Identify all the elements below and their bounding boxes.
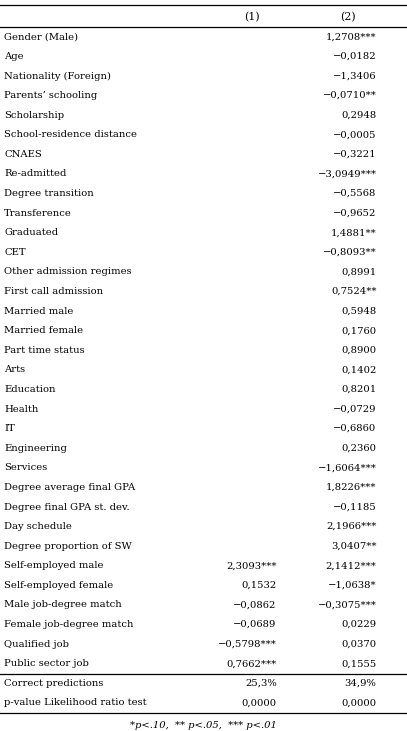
Text: Degree final GPA st. dev.: Degree final GPA st. dev. xyxy=(4,502,130,512)
Text: 0,0000: 0,0000 xyxy=(341,698,376,708)
Text: 0,2948: 0,2948 xyxy=(341,110,376,120)
Text: CNAES: CNAES xyxy=(4,150,42,159)
Text: Degree transition: Degree transition xyxy=(4,189,94,198)
Text: (2): (2) xyxy=(340,12,356,23)
Text: −0,3221: −0,3221 xyxy=(333,150,376,159)
Text: −1,3406: −1,3406 xyxy=(333,72,376,80)
Text: 0,2360: 0,2360 xyxy=(341,444,376,452)
Text: Nationality (Foreign): Nationality (Foreign) xyxy=(4,72,111,80)
Text: Male job-degree match: Male job-degree match xyxy=(4,600,122,610)
Text: 3,0407**: 3,0407** xyxy=(331,542,376,550)
Text: 0,7662***: 0,7662*** xyxy=(227,659,277,668)
Text: −0,0710**: −0,0710** xyxy=(323,91,376,100)
Text: −0,9652: −0,9652 xyxy=(333,208,376,218)
Text: 0,8201: 0,8201 xyxy=(341,385,376,394)
Text: 1,4881**: 1,4881** xyxy=(331,228,376,238)
Text: 0,8900: 0,8900 xyxy=(341,346,376,355)
Text: −1,0638*: −1,0638* xyxy=(328,581,376,590)
Text: 34,9%: 34,9% xyxy=(345,679,376,688)
Text: 25,3%: 25,3% xyxy=(245,679,277,688)
Text: CET: CET xyxy=(4,248,26,257)
Text: 0,1532: 0,1532 xyxy=(241,581,277,590)
Text: 0,0370: 0,0370 xyxy=(341,640,376,648)
Text: 0,0229: 0,0229 xyxy=(341,620,376,629)
Text: Services: Services xyxy=(4,463,47,472)
Text: −0,1185: −0,1185 xyxy=(333,502,376,512)
Text: Re-admitted: Re-admitted xyxy=(4,170,66,178)
Text: Correct predictions: Correct predictions xyxy=(4,679,103,688)
Text: Self-employed male: Self-employed male xyxy=(4,561,103,570)
Text: −0,0689: −0,0689 xyxy=(233,620,277,629)
Text: Married male: Married male xyxy=(4,306,73,316)
Text: 1,2708***: 1,2708*** xyxy=(326,32,376,42)
Text: Degree proportion of SW: Degree proportion of SW xyxy=(4,542,132,550)
Text: (1): (1) xyxy=(245,12,260,23)
Text: IT: IT xyxy=(4,424,15,433)
Text: −1,6064***: −1,6064*** xyxy=(317,463,376,472)
Text: −0,6860: −0,6860 xyxy=(333,424,376,433)
Text: p-value Likelihood ratio test: p-value Likelihood ratio test xyxy=(4,698,147,708)
Text: 2,3093***: 2,3093*** xyxy=(226,561,277,570)
Text: Transference: Transference xyxy=(4,208,72,218)
Text: 0,1402: 0,1402 xyxy=(341,366,376,374)
Text: −0,8093**: −0,8093** xyxy=(323,248,376,257)
Text: −3,0949***: −3,0949*** xyxy=(317,170,376,178)
Text: Parents’ schooling: Parents’ schooling xyxy=(4,91,97,100)
Text: −0,5568: −0,5568 xyxy=(333,189,376,198)
Text: 2,1966***: 2,1966*** xyxy=(326,522,376,531)
Text: Public sector job: Public sector job xyxy=(4,659,89,668)
Text: −0,5798***: −0,5798*** xyxy=(218,640,277,648)
Text: 0,5948: 0,5948 xyxy=(341,306,376,316)
Text: 0,1760: 0,1760 xyxy=(341,326,376,336)
Text: 2,1412***: 2,1412*** xyxy=(326,561,376,570)
Text: First call admission: First call admission xyxy=(4,287,103,296)
Text: 0,1555: 0,1555 xyxy=(341,659,376,668)
Text: Other admission regimes: Other admission regimes xyxy=(4,268,132,276)
Text: 1,8226***: 1,8226*** xyxy=(326,483,376,492)
Text: −0,0862: −0,0862 xyxy=(233,600,277,610)
Text: Part time status: Part time status xyxy=(4,346,85,355)
Text: Health: Health xyxy=(4,404,38,414)
Text: Female job-degree match: Female job-degree match xyxy=(4,620,133,629)
Text: −0,0729: −0,0729 xyxy=(333,404,376,414)
Text: School-residence distance: School-residence distance xyxy=(4,130,137,140)
Text: 0,8991: 0,8991 xyxy=(341,268,376,276)
Text: 0,7524**: 0,7524** xyxy=(331,287,376,296)
Text: Day schedule: Day schedule xyxy=(4,522,72,531)
Text: Qualified job: Qualified job xyxy=(4,640,69,648)
Text: Education: Education xyxy=(4,385,56,394)
Text: Arts: Arts xyxy=(4,366,25,374)
Text: −0,0005: −0,0005 xyxy=(333,130,376,140)
Text: Age: Age xyxy=(4,52,24,61)
Text: Scholarship: Scholarship xyxy=(4,110,64,120)
Text: Self-employed female: Self-employed female xyxy=(4,581,113,590)
Text: *p<.10,  ** p<.05,  *** p<.01: *p<.10, ** p<.05, *** p<.01 xyxy=(130,721,277,730)
Text: Gender (Male): Gender (Male) xyxy=(4,32,78,42)
Text: Graduated: Graduated xyxy=(4,228,58,238)
Text: −0,3075***: −0,3075*** xyxy=(317,600,376,610)
Text: Engineering: Engineering xyxy=(4,444,67,452)
Text: 0,0000: 0,0000 xyxy=(242,698,277,708)
Text: −0,0182: −0,0182 xyxy=(333,52,376,61)
Text: Degree average final GPA: Degree average final GPA xyxy=(4,483,135,492)
Text: Married female: Married female xyxy=(4,326,83,336)
